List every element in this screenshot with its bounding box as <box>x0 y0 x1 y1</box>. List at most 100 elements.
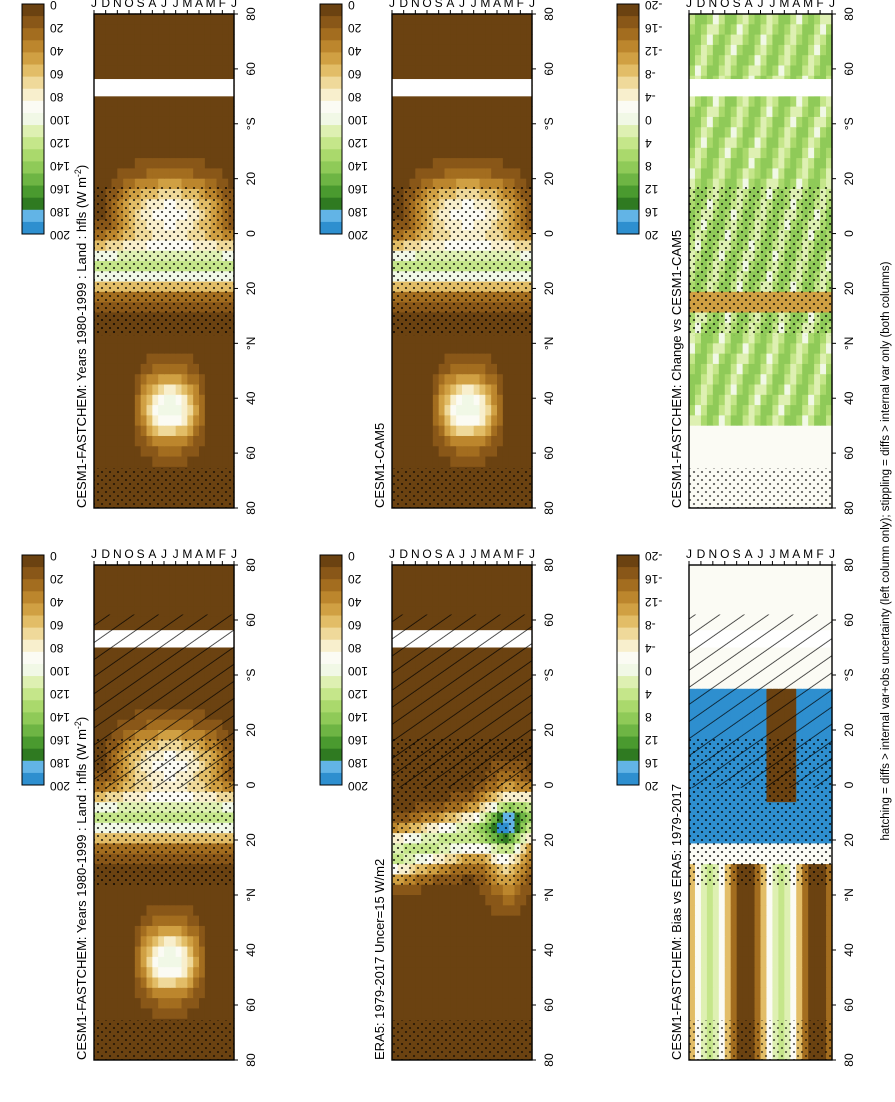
heatmap-cell <box>421 95 428 107</box>
heatmap-cell <box>392 23 399 35</box>
heatmap-cell <box>94 394 101 406</box>
heatmap-cell <box>117 884 124 895</box>
colorbar-swatch <box>22 772 44 785</box>
latitude-tick-label: °N <box>244 888 258 901</box>
heatmap-cell <box>409 425 416 436</box>
heatmap-cell <box>199 894 206 906</box>
heatmap-cell <box>514 23 521 35</box>
heatmap-cell <box>99 574 107 586</box>
heatmap-cell <box>497 167 504 179</box>
heatmap-cell <box>169 383 177 395</box>
heatmap-cell <box>181 44 188 56</box>
heatmap-cell <box>158 966 165 978</box>
heatmap-cell <box>409 106 416 117</box>
heatmap-cell <box>409 915 416 926</box>
heatmap-cell <box>158 33 165 45</box>
heatmap-cell <box>427 564 434 576</box>
heatmap-cell <box>129 167 136 179</box>
heatmap-cell <box>222 455 229 467</box>
heatmap-cell <box>427 54 434 66</box>
heatmap-cell <box>467 987 475 999</box>
heatmap-cell <box>210 915 218 926</box>
heatmap-cell <box>158 394 165 406</box>
heatmap-cell <box>129 966 136 978</box>
heatmap-cell <box>392 383 399 395</box>
heatmap-cell <box>193 414 200 426</box>
heatmap-cell <box>158 884 165 895</box>
month-tick-label: N <box>113 547 122 561</box>
heatmap-cell <box>427 126 434 138</box>
heatmap-cell <box>491 147 498 159</box>
heatmap-cell <box>111 106 118 117</box>
heatmap-cell <box>462 383 469 395</box>
heatmap-cell <box>502 116 510 128</box>
colorbar-swatch <box>22 554 44 568</box>
heatmap-cell <box>427 13 434 25</box>
heatmap-cell <box>502 966 510 978</box>
heatmap-cell <box>438 925 446 937</box>
heatmap-cell <box>105 925 113 937</box>
heatmap-cell <box>508 445 516 457</box>
heatmap-cell <box>421 157 428 169</box>
heatmap-cell <box>204 167 212 179</box>
heatmap-cell <box>438 157 446 169</box>
heatmap-cell <box>415 997 422 1009</box>
heatmap-cell <box>508 915 516 926</box>
heatmap-cell <box>99 44 107 56</box>
month-tick-label: A <box>195 547 203 561</box>
heatmap-cell <box>164 404 171 416</box>
heatmap-cell <box>491 342 498 354</box>
heatmap-cell <box>427 435 434 447</box>
heatmap-cell <box>438 106 446 117</box>
heatmap-cell <box>397 595 405 607</box>
heatmap-cell <box>444 33 451 45</box>
heatmap-cell <box>199 605 206 617</box>
colorbar-swatch <box>320 185 342 198</box>
heatmap-cell <box>123 455 130 467</box>
heatmap-cell <box>392 585 399 596</box>
heatmap-cell <box>181 605 188 617</box>
heatmap-cell <box>181 157 188 169</box>
heatmap-cell <box>187 157 194 169</box>
heatmap-cell <box>152 585 159 596</box>
heatmap-cell <box>438 116 446 128</box>
heatmap-cell <box>117 414 124 426</box>
heatmap-cell <box>99 342 107 354</box>
heatmap-cell <box>175 353 183 364</box>
heatmap-cell <box>228 987 235 999</box>
heatmap-cell <box>181 33 188 45</box>
heatmap-cell <box>94 445 101 457</box>
heatmap-cell <box>94 64 101 76</box>
heatmap-cell <box>158 13 165 25</box>
stippling-overlay <box>392 468 532 508</box>
heatmap-cell <box>473 404 481 416</box>
heatmap-cell <box>228 455 235 467</box>
heatmap-cell <box>216 574 223 586</box>
heatmap-cell <box>473 383 481 395</box>
heatmap-cell <box>421 987 428 999</box>
panel-title-superscript: -2 <box>73 721 83 729</box>
month-tick-label: S <box>137 547 145 561</box>
heatmap-cell <box>123 54 130 66</box>
heatmap-cell <box>204 33 212 45</box>
heatmap-cell <box>140 925 148 937</box>
heatmap-cell <box>193 935 200 947</box>
latitude-tick-label: 60 <box>244 613 258 627</box>
heatmap-cell <box>427 147 434 159</box>
heatmap-cell <box>99 987 107 999</box>
heatmap-cell <box>462 126 469 138</box>
heatmap-cell <box>152 976 159 988</box>
heatmap-cell <box>491 394 498 406</box>
heatmap-cell <box>502 342 510 354</box>
heatmap-cell <box>123 332 130 344</box>
heatmap-cell <box>520 394 527 406</box>
heatmap-cell <box>99 935 107 947</box>
colorbar-tick-label: -4 <box>645 641 656 655</box>
heatmap-cell <box>199 136 206 148</box>
heatmap-cell <box>403 595 411 607</box>
latitude-tick-label: 40 <box>244 943 258 957</box>
latitude-tick-label: 40 <box>542 943 556 957</box>
heatmap-cell <box>409 956 416 968</box>
